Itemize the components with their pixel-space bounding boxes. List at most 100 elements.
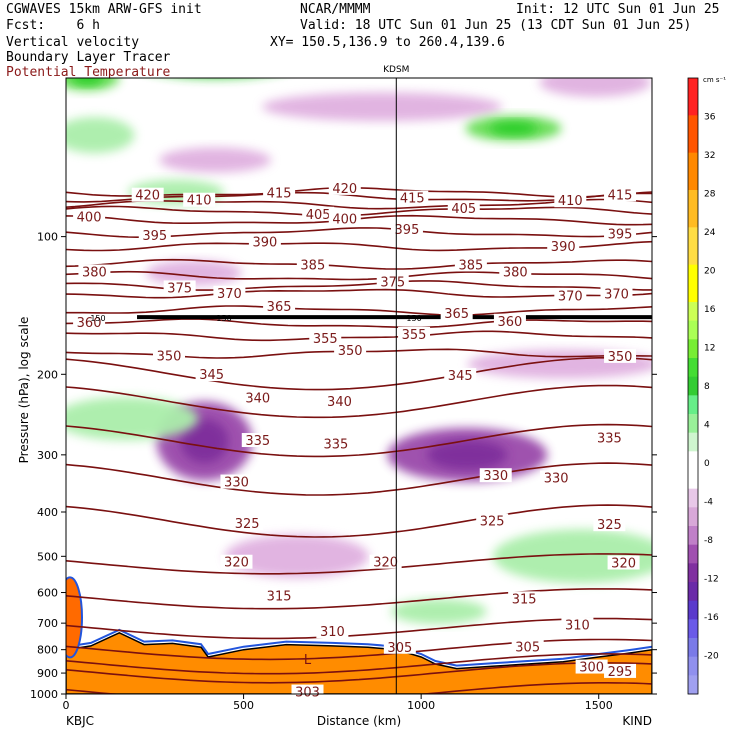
colorbar-segment bbox=[688, 600, 698, 620]
x-axis-label: Distance (km) bbox=[317, 714, 401, 728]
contour-label-bg bbox=[547, 238, 580, 253]
theta-contour bbox=[66, 638, 652, 661]
contour-label: 310 bbox=[565, 619, 590, 634]
contour-label-bg bbox=[604, 663, 637, 678]
field-vertical-velocity: Vertical velocity bbox=[6, 35, 140, 50]
contour-label-bg bbox=[163, 280, 196, 295]
y-tick-label: 800 bbox=[37, 644, 58, 657]
colorbar-segment bbox=[688, 451, 698, 471]
contour-label-bg bbox=[291, 684, 324, 699]
center-label: NCAR/MMMM bbox=[300, 2, 371, 17]
theta-contour bbox=[66, 504, 652, 538]
contour-label: 320 bbox=[373, 556, 398, 571]
colorbar-segment bbox=[688, 488, 698, 508]
contour-label-bg bbox=[73, 314, 106, 329]
contour-label-bg bbox=[600, 286, 633, 301]
contour-label-bg bbox=[440, 305, 473, 320]
theta-contour bbox=[66, 662, 652, 684]
colorbar-segment bbox=[688, 78, 698, 98]
colorbar-label: 16 bbox=[704, 305, 716, 315]
colorbar-label: 4 bbox=[704, 421, 710, 431]
colorbar-label: 8 bbox=[704, 382, 710, 392]
theta-contour bbox=[66, 462, 652, 496]
contour-label: 355 bbox=[402, 328, 427, 343]
colorbar-segment bbox=[688, 395, 698, 415]
contour-label: 330 bbox=[224, 476, 249, 491]
colorbar-label: -12 bbox=[704, 575, 719, 585]
contour-label-bg bbox=[334, 343, 367, 358]
colorbar-segment bbox=[688, 171, 698, 191]
colorbar-segment bbox=[688, 470, 698, 490]
w-shade bbox=[145, 260, 242, 286]
contour-label: 385 bbox=[458, 258, 483, 273]
contour-label: 390 bbox=[551, 240, 576, 255]
contour-label-bg bbox=[241, 433, 274, 448]
contour-label-bg bbox=[398, 326, 431, 341]
contour-label: 385 bbox=[300, 259, 325, 274]
contour-label: 365 bbox=[267, 300, 292, 315]
contour-label: 315 bbox=[512, 592, 537, 607]
contour-label-bg bbox=[561, 617, 594, 632]
w-core bbox=[180, 419, 229, 464]
colorbar-frame bbox=[687, 77, 699, 695]
contour-label: 360 bbox=[498, 315, 523, 330]
theta-contour bbox=[66, 288, 652, 299]
contour-label-bg bbox=[444, 368, 477, 383]
contour-label: 415 bbox=[400, 192, 425, 207]
contour-label: 405 bbox=[306, 208, 331, 223]
tracer-label: 150 bbox=[216, 314, 231, 323]
y-tick-label: 200 bbox=[37, 368, 58, 381]
w-core bbox=[167, 42, 263, 68]
contour-label-bg bbox=[554, 288, 587, 303]
contour-label: 370 bbox=[217, 287, 242, 302]
contour-label-bg bbox=[454, 257, 487, 272]
w-shade bbox=[224, 534, 369, 578]
contour-label-bg bbox=[319, 436, 352, 451]
terrain-tracer-edge bbox=[66, 628, 652, 667]
surface-low-marker: L bbox=[304, 653, 312, 668]
model-title: CGWAVES 15km ARW-GFS init bbox=[6, 2, 202, 17]
contour-label-bg bbox=[241, 390, 274, 405]
colorbar-segment bbox=[688, 152, 698, 172]
colorbar-label: 12 bbox=[704, 344, 715, 354]
theta-contour bbox=[66, 553, 652, 575]
contour-label-bg bbox=[316, 624, 349, 639]
contour-label: 355 bbox=[313, 332, 338, 347]
x-tick-label: 0 bbox=[63, 699, 70, 712]
w-shade bbox=[159, 147, 272, 173]
contour-label: 295 bbox=[608, 665, 633, 680]
contour-label-bg bbox=[604, 226, 637, 241]
contour-label: 360 bbox=[77, 316, 102, 331]
colorbar-segment bbox=[688, 563, 698, 583]
contour-label-bg bbox=[390, 222, 423, 237]
contour-label-bg bbox=[499, 264, 532, 279]
x-tick-label: 500 bbox=[233, 699, 254, 712]
theta-contour bbox=[66, 305, 652, 316]
contour-label-bg bbox=[78, 264, 111, 279]
contour-label-bg bbox=[231, 516, 264, 531]
contour-label-bg bbox=[323, 393, 356, 408]
contour-label: 380 bbox=[82, 266, 107, 281]
contour-label-bg bbox=[263, 588, 296, 603]
colorbar-label: 32 bbox=[704, 151, 715, 161]
contour-label-bg bbox=[248, 234, 281, 249]
theta-contour bbox=[66, 330, 652, 342]
contour-label-bg bbox=[220, 554, 253, 569]
init-time: Init: 12 UTC Sun 01 Jun 25 bbox=[516, 2, 720, 17]
colorbar-label: -4 bbox=[704, 498, 713, 508]
contour-label-bg bbox=[152, 348, 185, 363]
theta-contour bbox=[66, 617, 652, 640]
bl-tracer-plume bbox=[66, 576, 83, 659]
contour-label-bg bbox=[508, 591, 541, 606]
contour-label: 415 bbox=[608, 188, 633, 203]
colorbar-segment bbox=[688, 358, 698, 378]
contour-label: 345 bbox=[448, 369, 473, 384]
contour-label-bg bbox=[195, 367, 228, 382]
y-tick-label: 300 bbox=[37, 449, 58, 462]
contour-label-bg bbox=[213, 285, 246, 300]
left-endpoint-label: KBJC bbox=[66, 714, 94, 728]
w-shade bbox=[492, 529, 652, 584]
contour-label-bg bbox=[447, 200, 480, 215]
contour-label: 395 bbox=[608, 227, 633, 242]
contour-label-bg bbox=[511, 639, 544, 654]
